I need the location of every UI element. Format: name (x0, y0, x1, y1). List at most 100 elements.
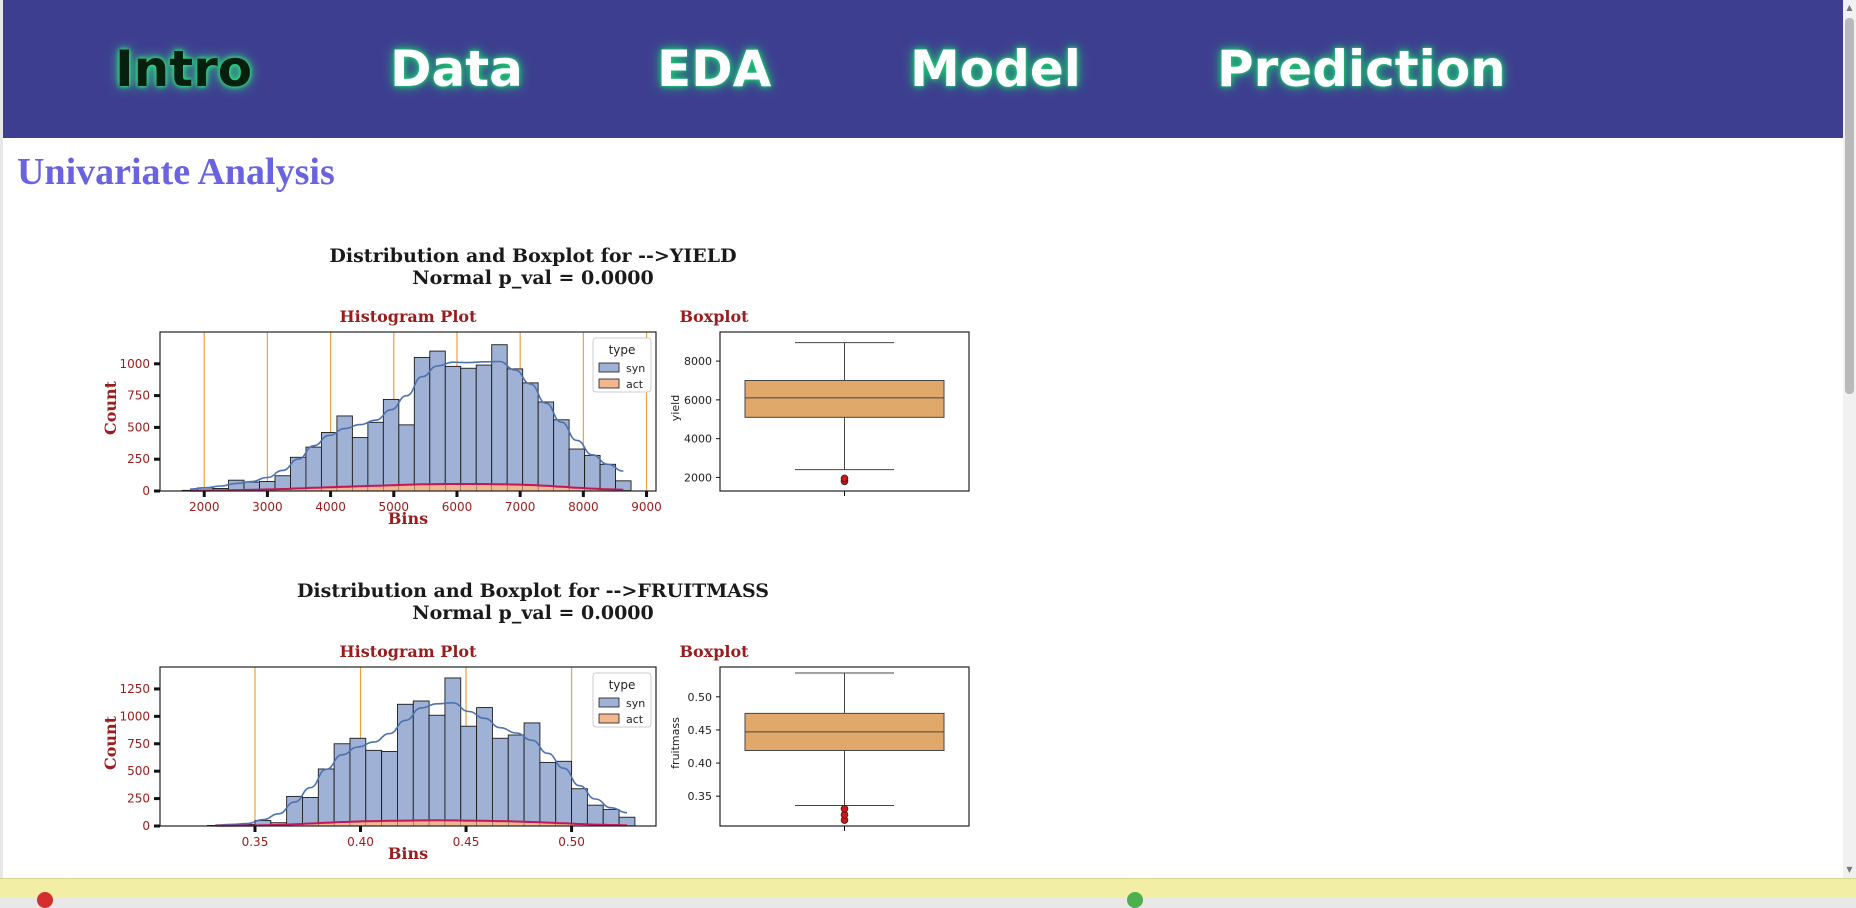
histogram-bar-syn (538, 402, 553, 491)
y-tick-label: 8000 (684, 355, 712, 368)
x-tick-label: 6000 (442, 500, 473, 514)
histogram-bar-syn (352, 438, 367, 491)
histogram-bar-syn (600, 464, 615, 491)
histogram-ylabel: Count (101, 380, 120, 435)
y-tick-label: 2000 (684, 471, 712, 484)
boxplot-plot: 0.350.400.450.50 (688, 667, 970, 831)
tab-data[interactable]: Data (390, 40, 523, 98)
legend-title: type (609, 678, 636, 692)
x-tick-label: 2000 (189, 500, 220, 514)
histogram-bar-syn (461, 726, 477, 826)
scroll-up-arrow-icon[interactable]: ▲ (1845, 3, 1854, 13)
tab-eda[interactable]: EDA (657, 40, 771, 98)
histogram-xlabel: Bins (388, 844, 428, 863)
histogram-bar-act (445, 484, 460, 491)
y-tick-label: 250 (127, 452, 150, 466)
scroll-thumb[interactable] (1845, 18, 1854, 394)
figure-fruitmass: Distribution and Boxplot for -->FRUITMAS… (3, 575, 1003, 865)
y-tick-mark (154, 687, 160, 690)
x-tick-mark (519, 491, 522, 497)
y-tick-label: 0.45 (688, 724, 713, 737)
legend-entry-act: act (626, 713, 644, 726)
vertical-scrollbar[interactable]: ▲ ▼ (1843, 0, 1856, 878)
histogram-bar-syn (477, 708, 493, 826)
histogram-bar-syn (585, 455, 600, 491)
histogram-bar-syn (523, 383, 538, 491)
legend-entry-syn: syn (626, 362, 645, 375)
x-tick-mark (203, 491, 206, 497)
y-tick-label: 1000 (119, 357, 150, 371)
histogram-bar-syn (321, 432, 336, 491)
x-tick-label: 0.50 (558, 835, 585, 849)
legend-title: type (609, 343, 636, 357)
legend-swatch-act (599, 379, 619, 388)
x-tick-label: 0.40 (347, 835, 374, 849)
app-page: Intro Data EDA Model Prediction Univaria… (3, 0, 1846, 878)
histogram-xlabel: Bins (388, 509, 428, 528)
histogram-bar-syn (476, 365, 491, 491)
y-tick-mark (154, 742, 160, 745)
y-tick-label: 0.35 (688, 790, 713, 803)
outlier-point (841, 475, 848, 482)
figure-subtitle: Normal p_val = 0.0000 (412, 267, 654, 289)
y-tick-label: 0.50 (688, 691, 713, 704)
tab-prediction[interactable]: Prediction (1217, 40, 1506, 98)
figure-subtitle: Normal p_val = 0.0000 (412, 602, 654, 624)
x-tick-label: 4000 (315, 500, 346, 514)
tab-model[interactable]: Model (910, 40, 1081, 98)
histogram-bar-syn (507, 369, 522, 491)
y-tick-label: 500 (127, 420, 150, 434)
histogram-bar-syn (368, 422, 383, 491)
boxplot-ylabel: fruitmass (669, 717, 682, 769)
histogram-bar-syn (413, 701, 429, 826)
figure-title: Distribution and Boxplot for -->FRUITMAS… (297, 580, 769, 602)
y-tick-label: 0 (142, 484, 150, 498)
y-tick-mark (154, 825, 160, 828)
x-tick-mark (455, 491, 458, 497)
scroll-down-arrow-icon[interactable]: ▼ (1845, 865, 1854, 875)
histogram-title: Histogram Plot (340, 642, 478, 661)
x-tick-label: 7000 (505, 500, 536, 514)
histogram-bar-syn (287, 796, 303, 826)
legend-swatch-syn (599, 363, 619, 372)
y-tick-label: 6000 (684, 394, 712, 407)
histogram-bar-syn (399, 425, 414, 491)
x-tick-mark (645, 491, 648, 497)
histogram-bar-syn (572, 789, 588, 826)
tab-intro[interactable]: Intro (115, 40, 252, 98)
histogram-bar-syn (306, 447, 321, 491)
top-navbar: Intro Data EDA Model Prediction (3, 0, 1846, 138)
x-tick-mark (329, 491, 332, 497)
y-tick-label: 4000 (684, 433, 712, 446)
legend-entry-syn: syn (626, 697, 645, 710)
histogram-bar-syn (429, 715, 445, 826)
x-tick-mark (266, 491, 269, 497)
x-tick-label: 9000 (631, 500, 662, 514)
iqr-box (745, 380, 944, 417)
histogram-bar-syn (587, 805, 603, 826)
y-tick-label: 750 (127, 389, 150, 403)
y-tick-mark (154, 715, 160, 718)
x-tick-label: 0.45 (453, 835, 480, 849)
x-tick-mark (570, 826, 573, 832)
green-status-icon (1127, 892, 1143, 908)
x-tick-label: 8000 (568, 500, 599, 514)
bottom-taskbar-strip (0, 878, 1856, 898)
histogram-bar-syn (540, 762, 556, 826)
histogram-bar-act (461, 484, 476, 491)
boxplot-title: Boxplot (679, 307, 749, 326)
y-tick-mark (154, 362, 160, 365)
x-tick-mark (253, 826, 256, 832)
y-tick-mark (154, 394, 160, 397)
y-tick-mark (154, 770, 160, 773)
page-title: Univariate Analysis (17, 150, 335, 194)
y-tick-label: 1250 (119, 682, 150, 696)
boxplot-ylabel: yield (669, 395, 682, 421)
histogram-bar-syn (603, 810, 619, 826)
histogram-bar-syn (445, 366, 460, 491)
x-tick-label: 0.35 (242, 835, 269, 849)
x-tick-label: 3000 (252, 500, 283, 514)
x-tick-mark (392, 491, 395, 497)
legend-swatch-act (599, 714, 619, 723)
